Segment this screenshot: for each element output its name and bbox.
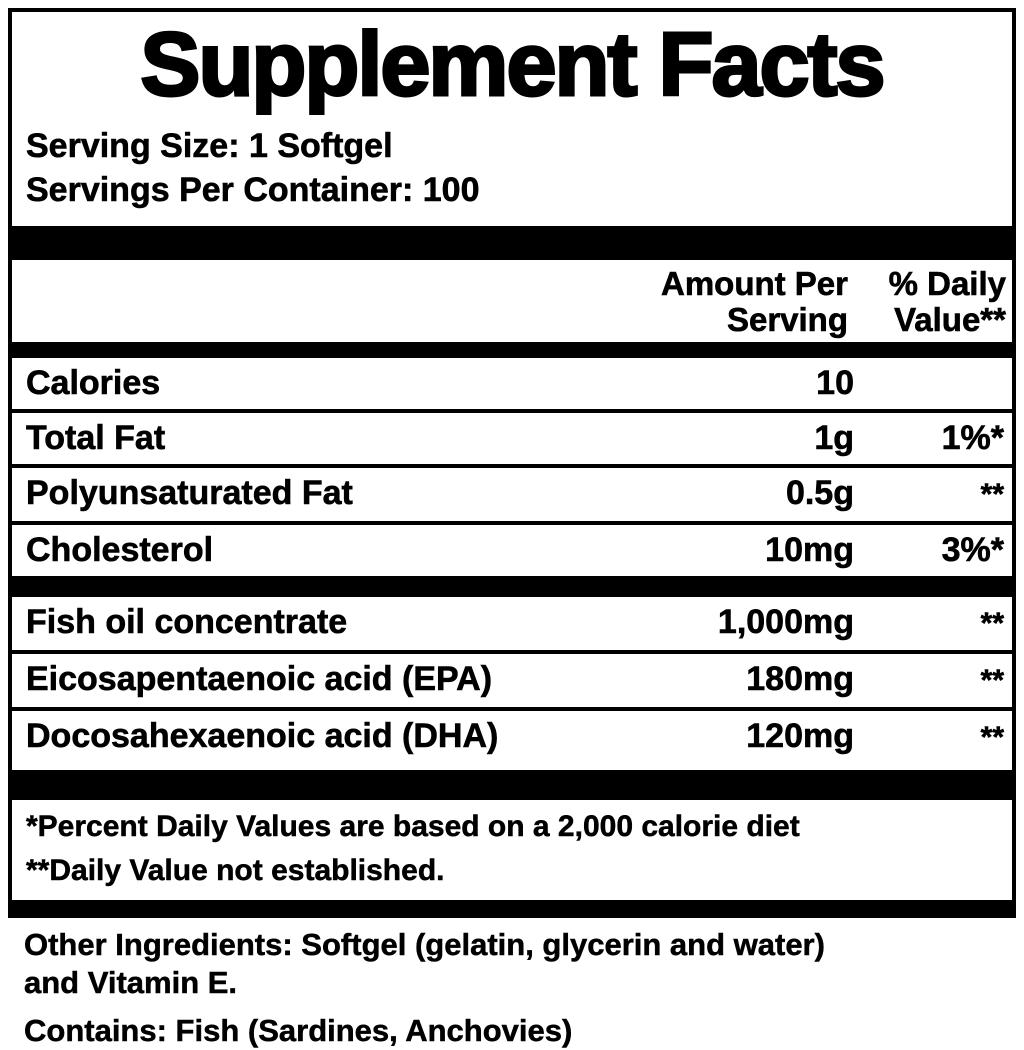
nutrient-daily-value: **	[980, 607, 1004, 641]
table-row-cholesterol: Cholesterol 10mg 3%*	[12, 525, 1012, 576]
daily-value-header: % Daily Value**	[888, 265, 1006, 338]
nutrient-amount: 1,000mg	[717, 603, 855, 642]
row-divider	[12, 650, 1012, 654]
nutrient-amount: 0.5g	[785, 474, 855, 513]
table-row-total-fat: Total Fat 1g 1%*	[12, 413, 1012, 464]
footnote-not-established: **Daily Value not established.	[26, 854, 445, 888]
amount-per-serving-header: Amount Per Serving	[660, 265, 849, 338]
other-ingredients-section: Other Ingredients: Softgel (gelatin, gly…	[8, 918, 1016, 1050]
nutrient-amount: 10	[816, 364, 854, 403]
serving-size: Serving Size: 1 Softgel	[26, 127, 393, 166]
contains-statement: Contains: Fish (Sardines, Anchovies)	[24, 1013, 573, 1049]
nutrient-name: Eicosapentaenoic acid (EPA)	[26, 660, 493, 699]
nutrient-name: Calories	[26, 364, 161, 403]
nutrient-amount: 10mg	[765, 531, 854, 570]
servings-per-container: Servings Per Container: 100	[26, 171, 480, 210]
divider-medium-header	[12, 342, 1012, 358]
table-row-fish-oil-concentrate: Fish oil concentrate 1,000mg **	[12, 597, 1012, 650]
label-title: Supplement Facts	[139, 15, 887, 115]
divider-thick-bottom	[12, 770, 1012, 800]
nutrient-name: Cholesterol	[26, 531, 214, 570]
nutrient-amount: 120mg	[746, 717, 854, 756]
nutrient-daily-value: 3%*	[941, 531, 1004, 570]
table-row-calories: Calories 10	[12, 358, 1012, 409]
divider-thick-middle	[12, 576, 1012, 597]
nutrient-daily-value: **	[980, 478, 1004, 512]
nutrient-name: Total Fat	[26, 419, 166, 458]
divider-thick-top	[12, 226, 1012, 260]
other-ingredients-line1: Other Ingredients: Softgel (gelatin, gly…	[24, 927, 825, 963]
table-row-epa: Eicosapentaenoic acid (EPA) 180mg **	[12, 654, 1012, 707]
nutrient-name: Docosahexaenoic acid (DHA)	[26, 717, 499, 756]
nutrient-daily-value: 1%*	[941, 419, 1004, 458]
row-divider	[12, 521, 1012, 525]
nutrient-daily-value: **	[980, 721, 1004, 755]
row-divider	[12, 707, 1012, 711]
column-headers: Amount Per Serving % Daily Value**	[12, 260, 1012, 342]
nutrient-name: Fish oil concentrate	[26, 603, 348, 642]
table-row-dha: Docosahexaenoic acid (DHA) 120mg **	[12, 711, 1012, 764]
nutrient-amount: 1g	[814, 419, 854, 458]
nutrient-name: Polyunsaturated Fat	[26, 474, 353, 513]
other-ingredients-line2: and Vitamin E.	[24, 965, 238, 1001]
row-divider	[12, 464, 1012, 468]
footnote-percent-daily-value: *Percent Daily Values are based on a 2,0…	[26, 810, 800, 844]
nutrient-amount: 180mg	[746, 660, 854, 699]
table-row-polyunsaturated-fat: Polyunsaturated Fat 0.5g **	[12, 468, 1012, 521]
facts-box: Supplement Facts Serving Size: 1 Softgel…	[8, 8, 1016, 918]
row-divider	[12, 409, 1012, 413]
nutrient-daily-value: **	[980, 664, 1004, 698]
